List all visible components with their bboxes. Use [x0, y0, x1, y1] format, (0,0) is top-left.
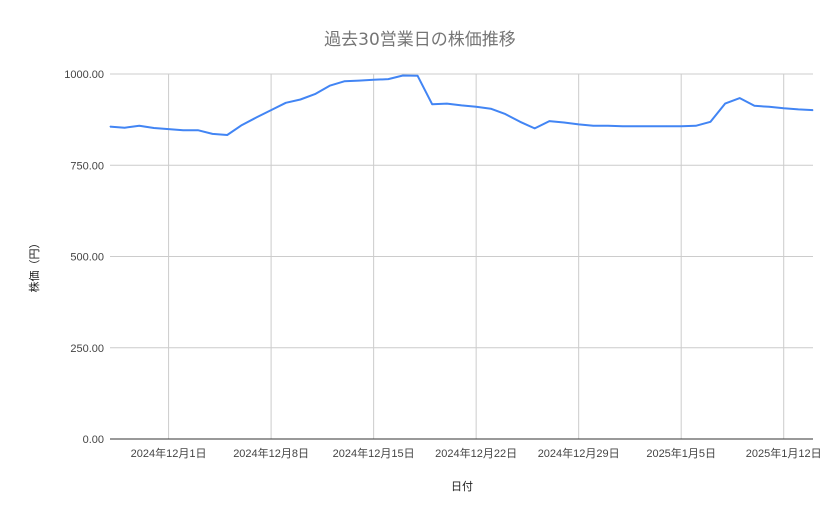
data-point	[534, 127, 536, 129]
data-point	[226, 134, 228, 136]
y-tick-label: 750.00	[70, 160, 104, 172]
y-tick-label: 500.00	[70, 252, 104, 264]
data-point	[314, 93, 316, 95]
data-point	[563, 122, 565, 124]
x-tick-label: 2025年1月12日	[746, 446, 822, 460]
data-point	[431, 103, 433, 105]
x-axis-label: 日付	[451, 480, 473, 493]
data-point	[255, 116, 257, 118]
data-point	[548, 120, 550, 122]
data-point	[812, 109, 814, 111]
data-point	[709, 121, 711, 123]
data-point	[417, 75, 419, 77]
y-tick-label: 250.00	[70, 343, 104, 355]
data-point	[109, 126, 111, 128]
data-point	[797, 108, 799, 110]
data-point	[270, 109, 272, 111]
data-point	[724, 103, 726, 105]
data-point	[299, 99, 301, 101]
gridlines	[110, 73, 813, 439]
data-point	[446, 103, 448, 105]
chart-title: 過去30営業日の株価推移	[324, 30, 516, 50]
x-tick-label: 2025年1月5日	[646, 446, 716, 460]
data-point	[695, 125, 697, 127]
data-point	[153, 127, 155, 129]
data-point	[578, 123, 580, 125]
data-point	[475, 106, 477, 108]
data-point	[387, 78, 389, 80]
y-axis-ticks: 0.00 250.00 500.00 750.00 1000.00	[64, 69, 104, 446]
data-point	[519, 121, 521, 123]
data-point	[783, 107, 785, 109]
data-point	[666, 125, 668, 127]
data-point	[329, 85, 331, 87]
x-tick-label: 2024年12月15日	[333, 446, 415, 460]
data-point	[753, 105, 755, 107]
data-point	[636, 125, 638, 127]
data-point	[212, 133, 214, 135]
data-point	[124, 127, 126, 129]
data-point	[182, 129, 184, 131]
data-point	[490, 108, 492, 110]
x-tick-label: 2024年12月8日	[233, 446, 309, 460]
data-point	[607, 125, 609, 127]
y-axis-label: 株価（円）	[27, 238, 41, 293]
data-point	[197, 129, 199, 131]
data-point	[592, 125, 594, 127]
data-point	[461, 104, 462, 106]
data-point	[768, 106, 770, 108]
data-point	[504, 113, 506, 115]
data-point	[373, 79, 375, 81]
y-tick-label: 1000.00	[64, 69, 104, 81]
data-point	[402, 74, 404, 76]
data-point	[651, 125, 653, 127]
x-tick-label: 2024年12月22日	[435, 446, 517, 460]
x-axis-ticks: 2024年12月1日 2024年12月8日 2024年12月15日 2024年12月2…	[131, 446, 822, 460]
data-point	[285, 102, 287, 104]
data-point	[358, 80, 360, 82]
x-tick-label: 2024年12月29日	[538, 446, 620, 460]
x-tick-label: 2024年12月1日	[131, 446, 207, 460]
data-point	[168, 128, 170, 130]
data-point	[739, 97, 741, 99]
data-point	[622, 125, 624, 127]
data-point	[680, 125, 682, 127]
data-point	[343, 80, 345, 82]
data-point	[241, 124, 243, 126]
y-tick-label: 0.00	[83, 434, 104, 446]
data-points	[109, 74, 814, 136]
data-point	[138, 125, 140, 127]
